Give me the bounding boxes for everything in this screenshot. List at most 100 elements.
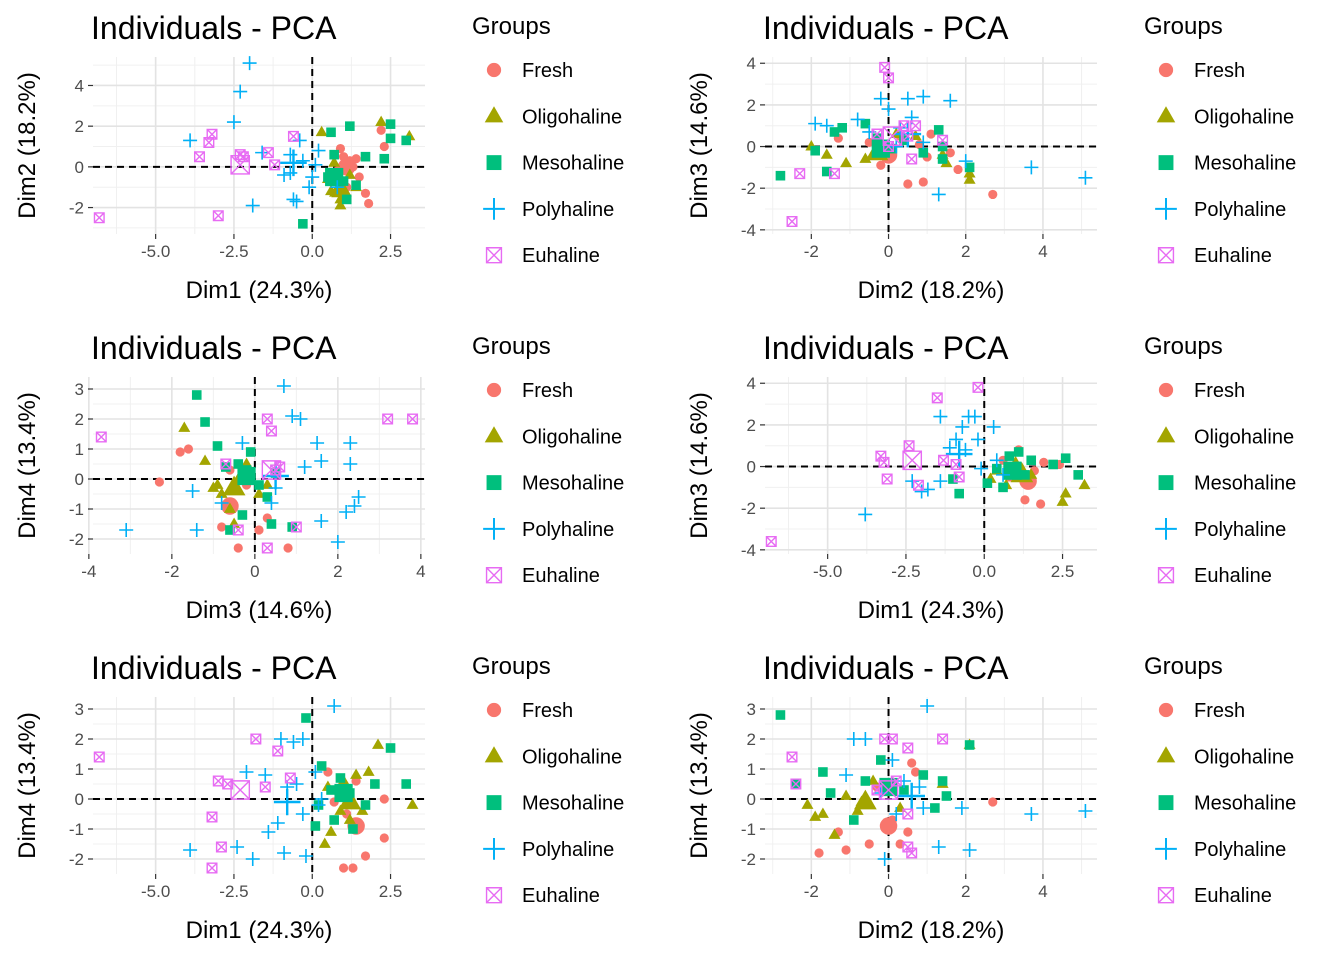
data-point	[765, 536, 777, 548]
data-point	[287, 130, 299, 142]
data-point	[310, 821, 321, 831]
data-point	[272, 745, 284, 757]
legend-title: Groups	[472, 13, 551, 40]
data-point	[277, 168, 292, 182]
data-point	[918, 147, 929, 158]
legend-key-oligohaline	[484, 746, 504, 763]
series-euhaline	[786, 733, 949, 859]
data-point	[996, 467, 1011, 482]
data-point	[298, 849, 313, 863]
data-point	[269, 159, 281, 171]
group-centroid	[898, 782, 925, 810]
data-point	[986, 419, 1001, 434]
data-point	[937, 154, 948, 164]
y-axis-title: Dim4 (13.4%)	[686, 712, 713, 859]
legend-label: Euhaline	[522, 885, 600, 907]
data-point	[315, 125, 328, 137]
data-point	[214, 496, 229, 510]
data-point	[1020, 470, 1030, 480]
data-point	[938, 454, 950, 466]
data-point	[265, 425, 277, 437]
data-point	[311, 798, 326, 812]
data-point	[360, 188, 371, 198]
data-point	[982, 478, 993, 488]
data-point	[93, 751, 105, 763]
legend-label: Euhaline	[1194, 885, 1272, 907]
data-point	[245, 198, 260, 213]
data-point	[953, 471, 965, 483]
data-point	[825, 788, 836, 798]
data-point	[786, 216, 798, 228]
data-point	[903, 179, 913, 189]
legend: Groups Fresh Oligohaline Mesohaline Polyhali…	[472, 653, 624, 907]
x-tick-label: 0.0	[972, 562, 996, 581]
data-point	[382, 413, 394, 425]
data-point	[283, 165, 298, 180]
data-point	[348, 824, 358, 834]
legend-key-euhaline	[1157, 567, 1175, 584]
legend-label: Euhaline	[522, 565, 600, 587]
data-point	[790, 778, 802, 790]
data-point	[810, 145, 820, 156]
data-point	[225, 525, 235, 535]
x-tick-label: -5.0	[813, 562, 842, 581]
data-point	[864, 839, 874, 849]
legend-key-mesohaline	[486, 475, 502, 491]
data-point	[401, 135, 412, 146]
x-tick-label: 0.0	[300, 242, 324, 261]
data-point	[283, 543, 293, 553]
legend-key-euhaline	[1157, 887, 1175, 904]
data-point	[948, 474, 958, 484]
y-tick-label: 3	[747, 700, 756, 719]
data-point	[305, 170, 320, 185]
data-point	[183, 444, 194, 454]
data-point	[906, 847, 918, 859]
y-tick-label: -2	[741, 850, 756, 869]
group-centroid	[882, 126, 903, 146]
y-tick-label: -2	[741, 179, 756, 198]
x-axis-title: Dim1 (24.3%)	[186, 917, 333, 944]
data-point	[902, 742, 914, 754]
y-tick-label: -2	[69, 530, 84, 549]
legend-key-fresh	[486, 382, 502, 398]
legend-key-euhaline	[485, 247, 503, 264]
data-point	[950, 458, 962, 470]
y-tick-label: 4	[75, 76, 84, 95]
data-point	[941, 791, 952, 801]
data-point	[379, 833, 389, 843]
legend-label: Euhaline	[522, 245, 600, 267]
x-tick-label: 2.5	[379, 242, 403, 261]
series-mesohaline	[948, 447, 1084, 499]
data-point	[837, 123, 848, 133]
data-point	[970, 432, 985, 447]
data-point	[203, 136, 215, 148]
y-tick-label: 0	[747, 790, 756, 809]
x-tick-label: 2.5	[1051, 562, 1075, 581]
x-tick-label: 0	[884, 242, 893, 261]
panel-title: Individuals - PCA	[763, 10, 1009, 46]
legend-label: Mesohaline	[1194, 153, 1296, 175]
data-point	[876, 755, 886, 765]
legend-label: Polyhaline	[1194, 199, 1286, 221]
data-point	[851, 804, 864, 815]
legend-label: Oligohaline	[1194, 426, 1294, 448]
y-tick-label: 2	[747, 730, 756, 749]
group-centroid	[878, 780, 899, 800]
x-tick-label: -2	[804, 242, 819, 261]
data-point	[858, 507, 873, 522]
group-centroid	[879, 817, 898, 835]
series-euhaline	[93, 733, 296, 874]
x-tick-label: -2	[164, 562, 179, 581]
data-point	[881, 102, 896, 117]
data-point	[223, 502, 236, 513]
data-point	[334, 199, 347, 210]
data-point	[918, 770, 929, 780]
legend-key-polyhaline	[483, 838, 505, 860]
data-point	[285, 409, 300, 423]
data-point	[360, 851, 371, 861]
data-point	[385, 743, 396, 753]
panel-title: Individuals - PCA	[91, 10, 337, 46]
data-point	[963, 167, 976, 178]
data-point	[848, 815, 859, 825]
